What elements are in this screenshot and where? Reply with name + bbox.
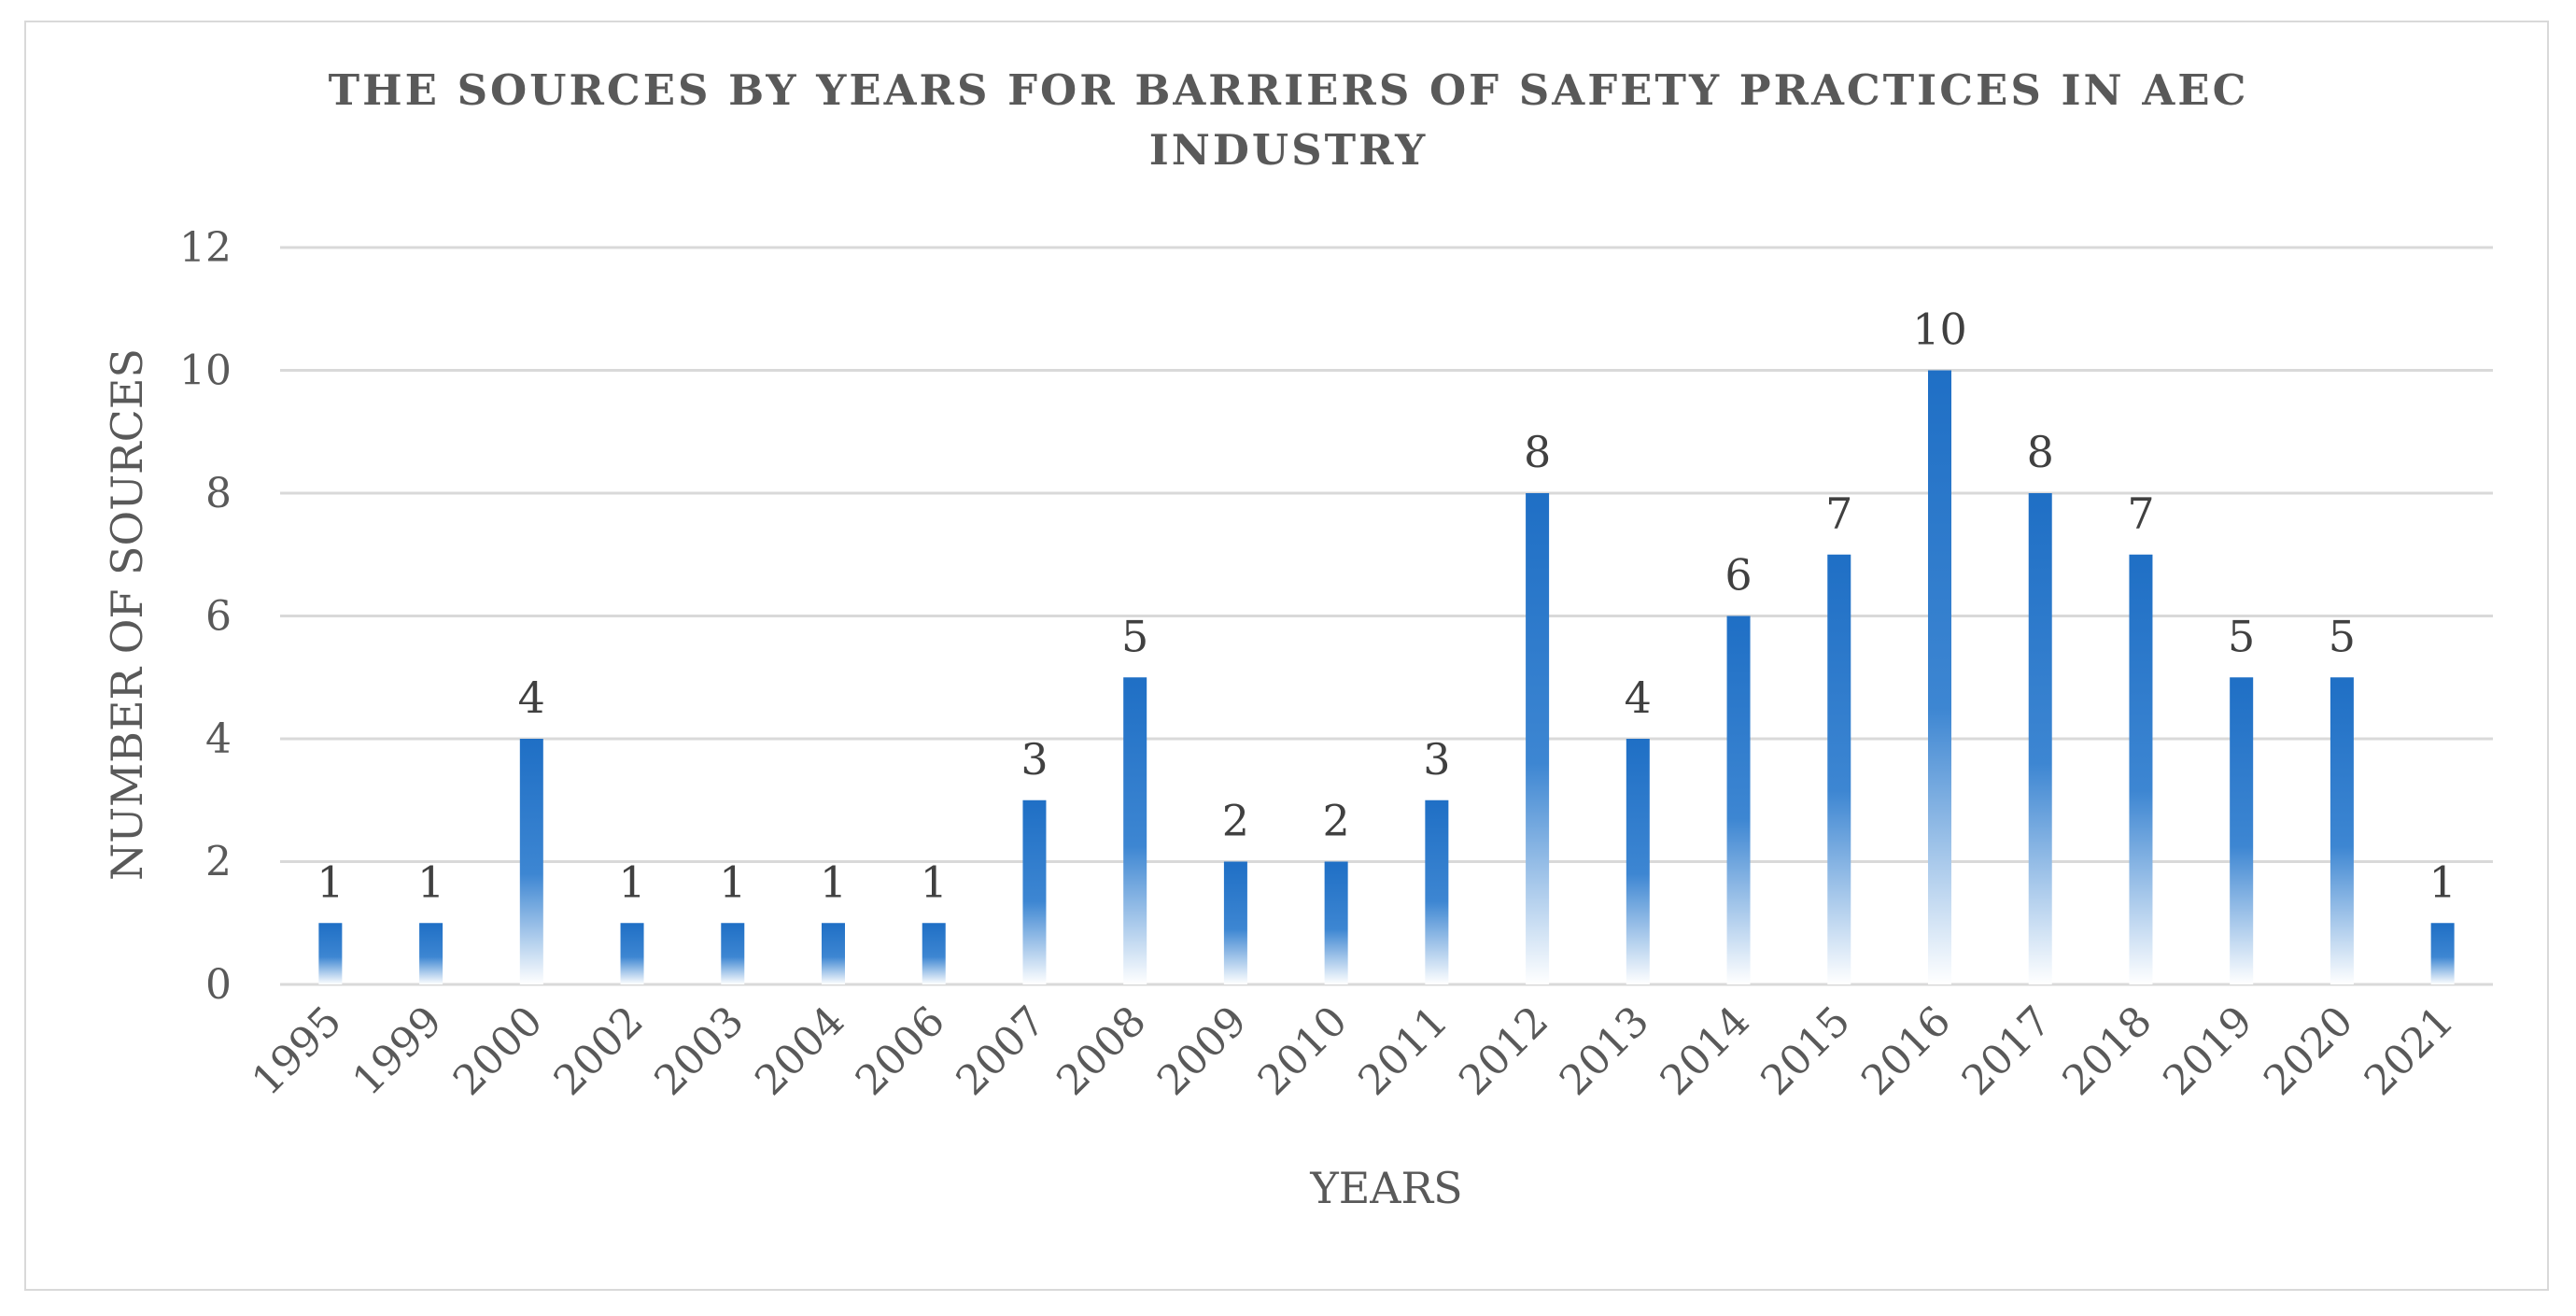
bar-2017 xyxy=(2028,493,2052,984)
x-tick-label-2002: 2002 xyxy=(545,998,653,1105)
data-label-2020: 5 xyxy=(2329,611,2356,661)
y-tick-label: 8 xyxy=(205,470,232,517)
chart-title-line-1: THE SOURCES BY YEARS FOR BARRIERS OF SAF… xyxy=(329,65,2249,115)
bar-2007 xyxy=(1022,800,1047,984)
data-label-2011: 3 xyxy=(1423,734,1450,785)
data-label-2009: 2 xyxy=(1222,796,1249,846)
bar-2015 xyxy=(1827,554,1851,984)
bar-2012 xyxy=(1526,493,1550,984)
bar-1995 xyxy=(318,923,343,984)
data-label-2003: 1 xyxy=(719,856,746,907)
x-tick-label-2007: 2007 xyxy=(947,998,1054,1105)
x-axis-ticks: 1995199920002002200320042006200720082009… xyxy=(243,998,2463,1105)
bar-2014 xyxy=(1726,616,1751,984)
y-tick-label: 10 xyxy=(179,347,232,395)
x-tick-label-2020: 2020 xyxy=(2255,998,2362,1105)
bar-2016 xyxy=(1928,370,1951,984)
data-label-2008: 5 xyxy=(1121,611,1148,661)
data-label-1995: 1 xyxy=(317,856,344,907)
x-tick-label-2004: 2004 xyxy=(746,998,853,1105)
x-tick-label-2003: 2003 xyxy=(645,998,753,1105)
x-tick-label-2008: 2008 xyxy=(1048,998,1155,1105)
data-label-2006: 1 xyxy=(921,856,948,907)
bar-2010 xyxy=(1324,861,1348,984)
bar-2013 xyxy=(1626,739,1650,984)
data-label-2000: 4 xyxy=(518,672,545,723)
data-label-2019: 5 xyxy=(2228,611,2255,661)
bar-2006 xyxy=(922,923,946,984)
x-tick-label-2012: 2012 xyxy=(1450,998,1557,1105)
bar-2003 xyxy=(721,923,745,984)
y-tick-label: 2 xyxy=(205,839,232,886)
x-tick-label-2021: 2021 xyxy=(2356,998,2463,1105)
data-label-2002: 1 xyxy=(618,856,645,907)
data-label-2018: 7 xyxy=(2127,488,2154,539)
y-axis-title: NUMBER OF SOURCES xyxy=(102,348,152,881)
x-tick-label-1995: 1995 xyxy=(243,998,350,1105)
x-tick-label-2019: 2019 xyxy=(2154,998,2261,1105)
data-label-2007: 3 xyxy=(1021,734,1048,785)
bar-2019 xyxy=(2230,677,2254,984)
data-label-1999: 1 xyxy=(417,856,444,907)
data-label-2013: 4 xyxy=(1625,672,1652,723)
chart-title-line-2: INDUSTRY xyxy=(1149,125,1429,175)
data-labels: 1 1 4 1 1 1 1 3 5 2 2 3 8 4 6 7 10 8 7 5 5 1 xyxy=(317,304,2456,908)
bar-2000 xyxy=(519,739,543,984)
data-label-2014: 6 xyxy=(1724,550,1752,601)
bar-2004 xyxy=(822,923,845,984)
x-axis-title: YEARS xyxy=(1309,1163,1462,1213)
x-tick-label-2013: 2013 xyxy=(1551,998,1658,1105)
x-tick-label-2014: 2014 xyxy=(1652,998,1759,1105)
y-tick-label: 0 xyxy=(205,961,232,1009)
x-tick-label-2000: 2000 xyxy=(444,998,552,1105)
data-label-2017: 8 xyxy=(2027,427,2054,477)
bar-2008 xyxy=(1123,677,1147,984)
x-tick-label-2010: 2010 xyxy=(1249,998,1357,1105)
x-tick-label-1999: 1999 xyxy=(344,998,451,1105)
bar-2002 xyxy=(620,923,644,984)
bar-2021 xyxy=(2430,923,2455,984)
chart-title: THE SOURCES BY YEARS FOR BARRIERS OF SAF… xyxy=(329,65,2249,175)
y-axis-ticks: 0 2 4 6 8 10 12 xyxy=(179,224,232,1009)
bar-2009 xyxy=(1223,861,1247,984)
chart-frame xyxy=(24,21,2549,1291)
bar-2018 xyxy=(2129,554,2153,984)
data-label-2015: 7 xyxy=(1825,488,1852,539)
gridlines xyxy=(280,246,2493,986)
bar-2020 xyxy=(2330,677,2354,984)
x-tick-label-2018: 2018 xyxy=(2053,998,2161,1105)
x-tick-label-2015: 2015 xyxy=(1752,998,1859,1105)
x-tick-label-2009: 2009 xyxy=(1148,998,1256,1105)
data-label-2004: 1 xyxy=(820,856,847,907)
y-tick-label: 12 xyxy=(179,224,232,272)
bar-1999 xyxy=(419,923,443,984)
y-tick-label: 4 xyxy=(205,715,232,763)
data-label-2016: 10 xyxy=(1912,304,1967,355)
x-tick-label-2006: 2006 xyxy=(847,998,954,1105)
bars xyxy=(318,370,2455,984)
data-label-2012: 8 xyxy=(1524,427,1551,477)
x-tick-label-2016: 2016 xyxy=(1852,998,1960,1105)
x-tick-label-2017: 2017 xyxy=(1953,998,2061,1105)
x-tick-label-2011: 2011 xyxy=(1349,998,1457,1105)
data-label-2010: 2 xyxy=(1322,796,1349,846)
bar-2011 xyxy=(1425,800,1449,984)
data-label-2021: 1 xyxy=(2428,856,2456,907)
y-tick-label: 6 xyxy=(205,593,232,641)
